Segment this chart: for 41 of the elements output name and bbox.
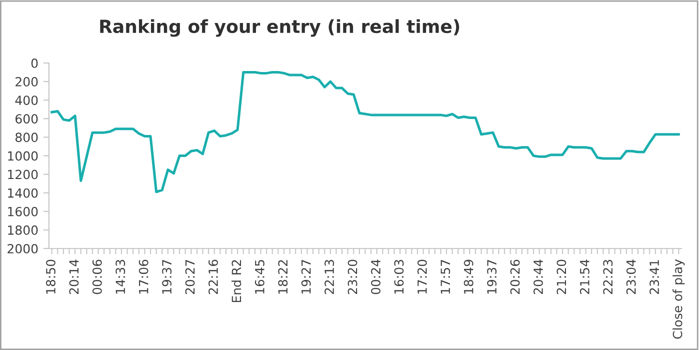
x-tick-label: 17:57 (440, 260, 450, 294)
x-tick-label: 00:24 (371, 260, 380, 294)
x-tick-label: 19:37 (162, 260, 172, 294)
x-tick-label: 14:33 (116, 260, 126, 294)
y-tick-label: 1400 (8, 188, 38, 198)
x-tick-label: 16:45 (254, 260, 264, 294)
y-tick-label: 200 (16, 77, 38, 86)
x-tick-label: 22:23 (603, 260, 613, 294)
x-tick-label: 16:03 (394, 260, 404, 294)
x-tick-label: 22:16 (208, 260, 218, 294)
x-tick-label: 23:41 (650, 260, 660, 294)
x-tick-label: 18:49 (464, 260, 474, 294)
y-tick-label: 1600 (8, 206, 38, 216)
y-tick-label: 800 (16, 132, 38, 142)
y-tick-label: 1000 (8, 151, 38, 161)
x-tick-label: 23:04 (626, 260, 636, 294)
x-tick-label: 20:44 (534, 260, 543, 294)
x-tick-label: 17:06 (138, 260, 148, 294)
y-tick-label: 400 (15, 96, 38, 106)
x-tick-label: 17:20 (417, 260, 427, 294)
y-tick-label: 0 (31, 58, 38, 68)
x-tick-label: 21:54 (580, 260, 590, 294)
x-tick-label: 20:27 (185, 260, 195, 294)
x-tick-label: 20:14 (69, 260, 79, 294)
x-tick-label: Close of play (672, 259, 685, 339)
x-tick-label: 23:20 (348, 260, 358, 294)
x-tick-label: 18:22 (278, 260, 288, 294)
chart-title: Ranking of your entry (in real time) (100, 19, 460, 37)
x-tick-label: 19:37 (487, 260, 497, 294)
line-series (50, 71, 680, 194)
x-tick-label: 00:06 (92, 260, 102, 294)
y-tick-label: 600 (16, 114, 38, 124)
y-tick-label: 1800 (8, 225, 38, 235)
y-tick-label: 1200 (8, 170, 38, 180)
x-tick-label: 20:26 (510, 260, 520, 294)
x-tick-label: 22:13 (324, 260, 334, 294)
y-tick-label: 2000 (8, 244, 38, 254)
x-tick-label: 21:20 (556, 260, 566, 294)
x-tick-label: 19:27 (301, 260, 311, 294)
x-tick-label: End R2 (232, 260, 242, 302)
x-tick-label: 18:50 (46, 260, 56, 294)
